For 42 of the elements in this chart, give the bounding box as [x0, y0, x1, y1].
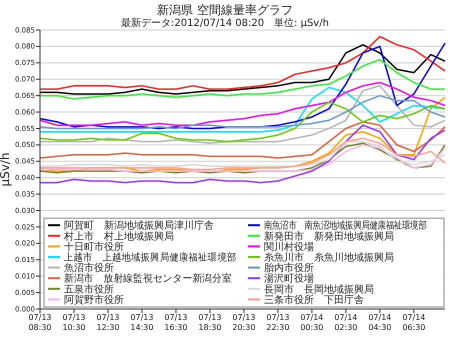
line-series — [39, 94, 446, 130]
line-series — [39, 44, 446, 95]
x-tick-label: 07/13 10:30 — [62, 313, 86, 332]
x-tick-label: 07/13 20:30 — [232, 313, 256, 332]
legend-label: 阿賀町 新潟地域振興局津川庁舎 — [64, 220, 214, 232]
legend-label: 魚沼市役所 — [64, 262, 114, 274]
chart-subtitle: 最新データ:2012/07/14 08:20 単位: μSv/h — [121, 17, 329, 29]
legend-label: 糸魚川市 糸魚川地域振興局 — [264, 252, 394, 264]
line-series — [39, 58, 446, 100]
legend-label: 上越市 上越地域振興局健康福祉環境部 — [64, 251, 236, 264]
legend-label: 三条市役所 下田庁舎 — [264, 294, 364, 306]
line-series — [39, 36, 446, 90]
line-series — [39, 42, 446, 130]
legend-label: 長岡市 長岡地域振興局 — [264, 283, 374, 296]
x-tick-label: 07/14 04:30 — [368, 313, 392, 332]
line-series — [39, 101, 446, 142]
x-tick-label: 07/14 06:30 — [402, 313, 426, 332]
line-series — [39, 121, 446, 159]
y-axis-title: μSv/h — [0, 152, 12, 187]
legend-label: 胎内市役所 — [264, 262, 314, 274]
line-series — [39, 82, 446, 126]
x-tick-label: 07/14 02:30 — [334, 313, 358, 332]
x-tick-label: 07/13 14:30 — [130, 313, 154, 332]
x-tick-label: 07/13 22:30 — [266, 313, 290, 332]
x-tick-label: 07/13 18:30 — [198, 313, 222, 332]
legend-label: 新潟市 放射線監視センター新潟分室 — [64, 272, 232, 285]
legend-label: 新発田市 新発田地域振興局 — [264, 230, 394, 242]
legend-label: 阿賀野市役所 — [64, 294, 124, 306]
legend-label: 十日町市役所 — [64, 240, 124, 253]
legend-label: 関川村役場 — [264, 240, 314, 253]
x-tick-label: 07/13 12:30 — [96, 313, 120, 332]
legend-label: 五泉市役所 — [64, 283, 114, 296]
x-tick-label: 07/13 16:30 — [164, 313, 188, 332]
line-series — [39, 86, 446, 133]
line-series — [39, 85, 446, 144]
legend-label: 南魚沼市 南魚沼地域振興局健康福祉環境部 — [264, 220, 426, 232]
line-series — [39, 124, 446, 184]
x-tick-label: 07/14 00:30 — [300, 313, 324, 332]
chart-title: 新潟県 空間線量率グラフ — [157, 3, 293, 17]
legend-label: 村上市 村上地域振興局 — [63, 230, 174, 242]
x-tick-label: 07/13 08:30 — [28, 313, 52, 332]
legend-label: 湯沢町役場 — [264, 272, 314, 285]
